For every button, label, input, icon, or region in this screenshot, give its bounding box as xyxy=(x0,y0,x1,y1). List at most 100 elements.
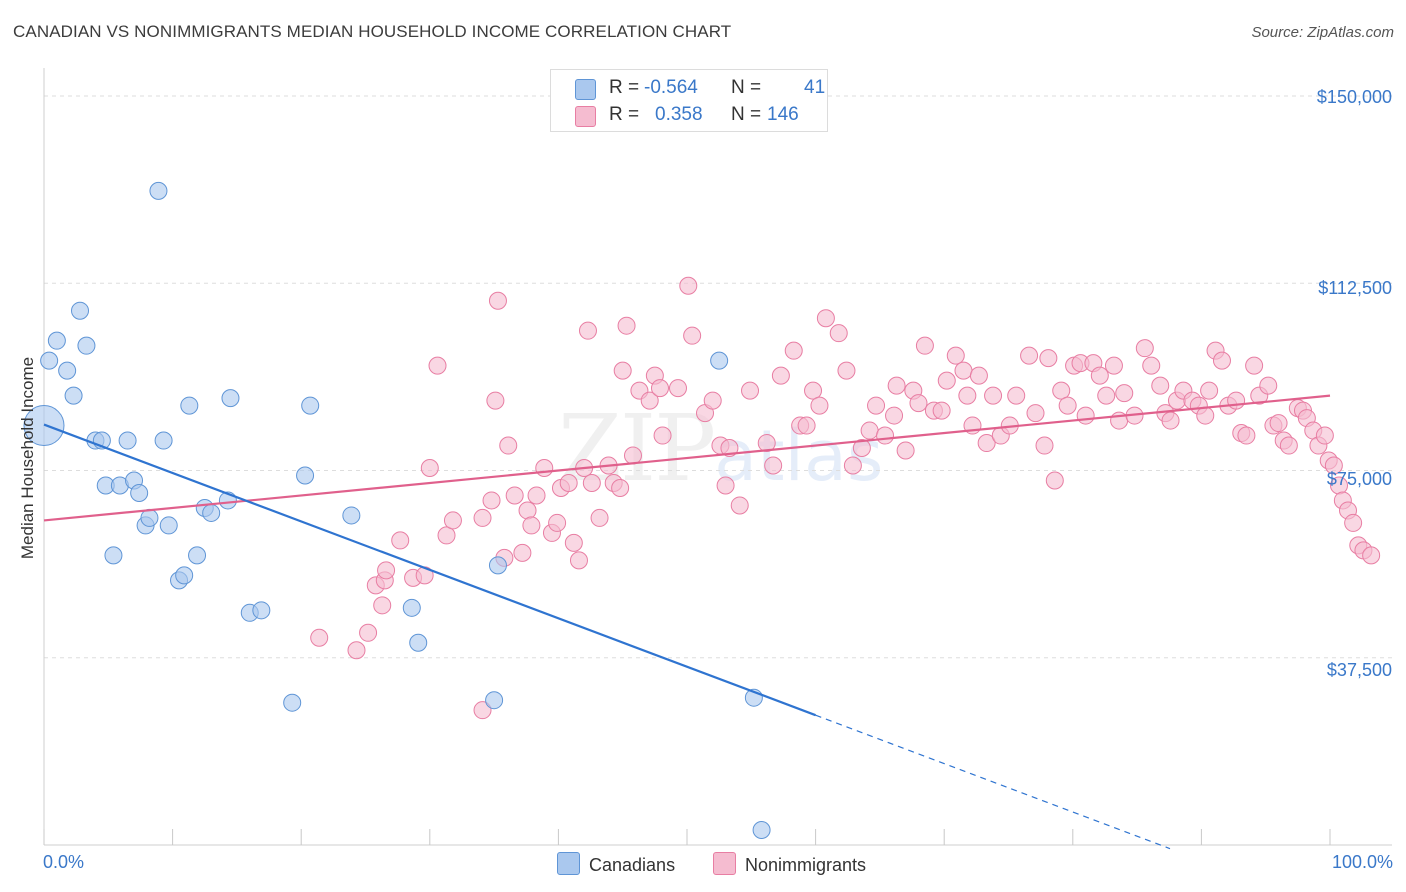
nonimmigrants-point xyxy=(1035,436,1054,455)
nonimmigrants-point xyxy=(1007,386,1026,405)
nonimmigrants-point xyxy=(513,543,532,562)
canadians-point xyxy=(180,396,199,415)
nonimmigrants-point xyxy=(590,508,609,527)
nonimmigrants-point xyxy=(969,366,988,385)
canadians-point xyxy=(296,466,315,485)
nonimmigrants-point xyxy=(1269,414,1288,433)
canadians-point xyxy=(154,431,173,450)
nonimmigrants-point xyxy=(932,401,951,420)
nonimmigrants-point xyxy=(373,596,392,615)
nonimmigrants-point xyxy=(1115,384,1134,403)
nonimmigrants-point xyxy=(852,439,871,458)
nonimmigrants-point xyxy=(653,426,672,445)
nonimmigrants-point xyxy=(810,396,829,415)
canadians-point xyxy=(301,396,320,415)
nonimmigrants-point xyxy=(1245,356,1264,375)
nonimmigrants-point xyxy=(885,406,904,425)
nonimmigrants-point xyxy=(741,381,760,400)
nonimmigrants-point xyxy=(771,366,790,385)
source-credit: Source: ZipAtlas.com xyxy=(1251,24,1394,41)
nonimmigrants-point xyxy=(1259,376,1278,395)
nonimmigrants-point xyxy=(1104,356,1123,375)
nonimmigrants-point xyxy=(1142,356,1161,375)
nonimmigrants-point xyxy=(1279,436,1298,455)
nonimmigrants-point xyxy=(984,386,1003,405)
nonimmigrants-point xyxy=(527,486,546,505)
nonimmigrants-point xyxy=(564,533,583,552)
canadians-swatch xyxy=(557,852,580,875)
nonimmigrants-point xyxy=(977,434,996,453)
chart-title: CANADIAN VS NONIMMIGRANTS MEDIAN HOUSEHO… xyxy=(13,22,732,41)
nonimmigrants-point xyxy=(1324,456,1343,475)
nonimmigrants-point xyxy=(488,291,507,310)
nonimmigrants-point xyxy=(896,441,915,460)
canadians-point xyxy=(488,556,507,575)
nonimmigrants-point xyxy=(377,561,396,580)
nonimmigrants-point xyxy=(829,324,848,343)
axes xyxy=(43,68,1392,846)
nonimmigrants-point xyxy=(946,346,965,365)
legend-item-canadians: Canadians xyxy=(557,852,675,876)
nonimmigrants-point xyxy=(505,486,524,505)
nonimmigrants-point xyxy=(611,478,630,497)
nonimmigrants-point xyxy=(954,361,973,380)
r-value: 0.358 xyxy=(655,104,703,125)
nonimmigrants-point xyxy=(1026,404,1045,423)
y-tick-label: $37,500 xyxy=(1326,660,1392,680)
nonimmigrants-point xyxy=(730,496,749,515)
canadians-point xyxy=(64,386,83,405)
nonimmigrants-point xyxy=(518,501,537,520)
n-value: 146 xyxy=(767,104,799,125)
nonimmigrants-point xyxy=(1212,351,1231,370)
nonimmigrants-point xyxy=(569,551,588,570)
nonimmigrants-point xyxy=(757,434,776,453)
nonimmigrants-point xyxy=(1362,546,1381,565)
x-tick-label-max: 100.0% xyxy=(1331,852,1393,872)
n-label: N = xyxy=(731,77,762,98)
nonimmigrants-point xyxy=(804,381,823,400)
nonimmigrants-point xyxy=(843,456,862,475)
nonimmigrants-point xyxy=(887,376,906,395)
n-value: 41 xyxy=(804,77,826,98)
nonimmigrants-point xyxy=(428,356,447,375)
canadians-point xyxy=(485,691,504,710)
canadians-point xyxy=(47,331,66,350)
nonimmigrants-point xyxy=(420,459,439,478)
nonimmigrants-point xyxy=(1344,513,1363,532)
nonimmigrants-point xyxy=(310,628,329,647)
nonimmigrants-point xyxy=(535,459,554,478)
canadians-point xyxy=(175,566,194,585)
trend-lines xyxy=(43,394,1331,850)
nonimmigrants-point xyxy=(499,436,518,455)
nonimmigrants-point xyxy=(716,476,735,495)
nonimmigrants-point xyxy=(668,379,687,398)
nonimmigrants-point xyxy=(1052,381,1071,400)
nonimmigrants-trend-line xyxy=(43,394,1331,522)
nonimmigrants-point xyxy=(1161,411,1180,430)
nonimmigrants-point xyxy=(650,379,669,398)
canadians-swatch xyxy=(575,79,596,100)
grid-lines xyxy=(44,95,1392,659)
nonimmigrants-point xyxy=(1058,396,1077,415)
r-value: -0.564 xyxy=(644,77,698,98)
y-tick-label: $112,500 xyxy=(1318,278,1392,298)
nonimmigrants-point xyxy=(720,439,739,458)
nonimmigrants-point xyxy=(679,276,698,295)
nonimmigrants-point xyxy=(1315,426,1334,445)
canadians-point xyxy=(710,351,729,370)
nonimmigrants-point xyxy=(816,309,835,328)
nonimmigrants-point xyxy=(958,386,977,405)
canadians-point xyxy=(40,351,59,370)
y-tick-label: $150,000 xyxy=(1316,87,1392,107)
legend-label: Nonimmigrants xyxy=(745,855,867,875)
y-tick-label: $75,000 xyxy=(1326,469,1392,489)
nonimmigrants-point xyxy=(1039,349,1058,368)
canadians-point xyxy=(402,598,421,617)
x-tick-label-min: 0.0% xyxy=(43,852,85,872)
canadians-point xyxy=(140,508,159,527)
nonimmigrants-point xyxy=(347,641,366,660)
nonimmigrants-point xyxy=(797,416,816,435)
nonimmigrants-point xyxy=(482,491,501,510)
nonimmigrants-point xyxy=(617,316,636,335)
